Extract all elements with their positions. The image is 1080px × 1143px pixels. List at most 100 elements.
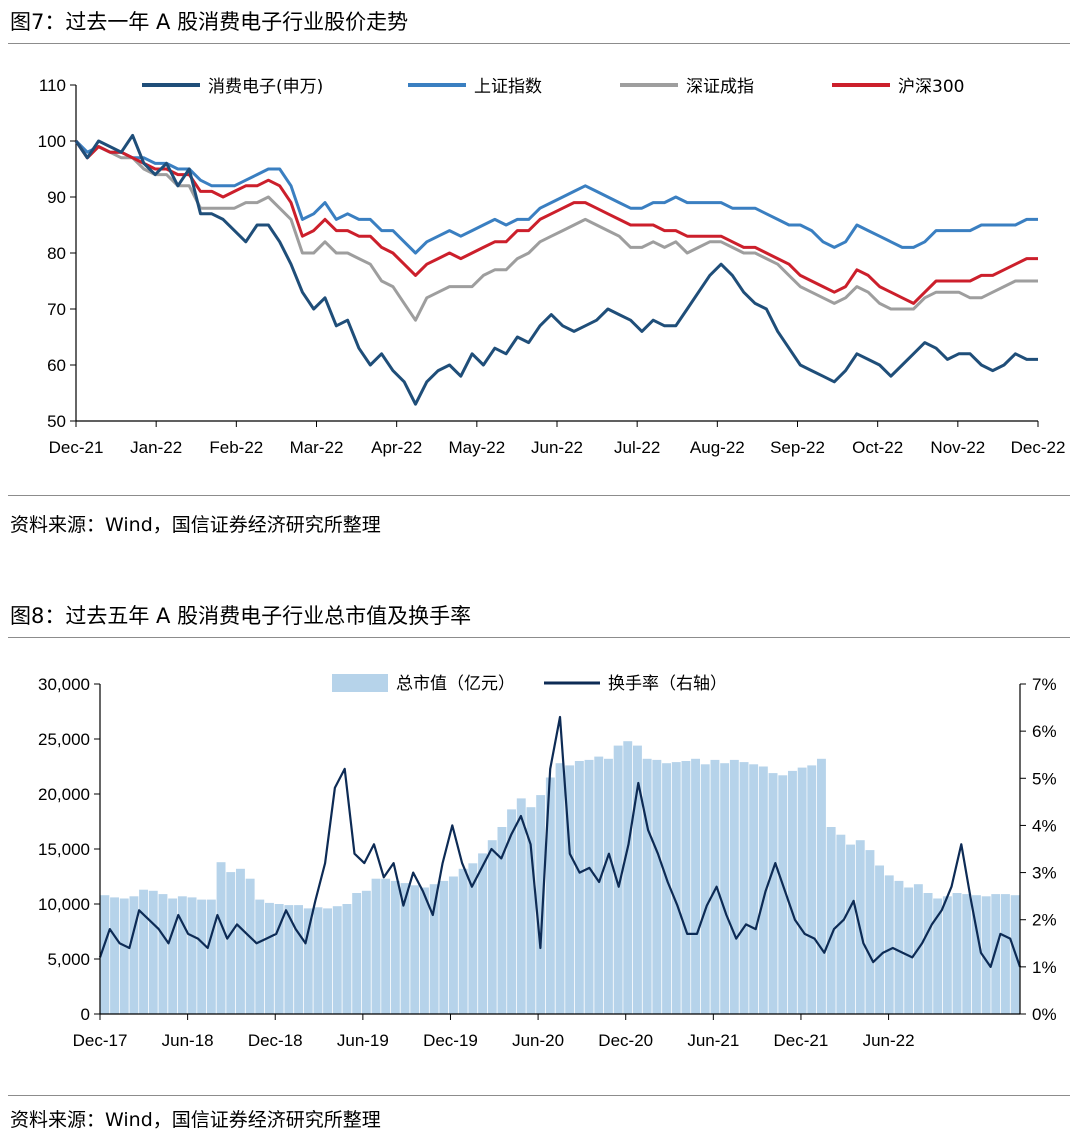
- y-tick-label: 90: [47, 188, 66, 207]
- market-cap-bar: [681, 761, 691, 1014]
- right-y-tick-label: 6%: [1032, 722, 1057, 741]
- y-tick-label: 110: [39, 76, 66, 95]
- left-y-tick-label: 30,000: [38, 675, 90, 694]
- market-cap-bar: [361, 890, 371, 1014]
- market-cap-bar: [894, 880, 904, 1014]
- market-cap-bar: [584, 759, 594, 1014]
- y-tick-label: 60: [47, 356, 66, 375]
- market-cap-bar: [110, 897, 119, 1014]
- market-cap-bar: [875, 865, 884, 1014]
- market-cap-bar: [294, 905, 303, 1014]
- market-cap-bar: [739, 762, 749, 1014]
- figure7-line-chart: 50 60 70 80 90 100 110 Dec-21 Jan-22 Feb-22 Mar-22…: [38, 76, 1066, 457]
- market-cap-bar: [942, 896, 952, 1014]
- x-tick-label: Sep-22: [770, 438, 825, 457]
- left-y-tick-label: 20,000: [38, 785, 90, 804]
- x-tick-label: Dec-18: [248, 1031, 303, 1050]
- x-tick-label: Jun-22: [531, 438, 583, 457]
- market-cap-bar: [206, 899, 216, 1014]
- market-cap-bar: [604, 758, 613, 1014]
- market-cap-bar: [1001, 894, 1010, 1014]
- figure7-source-rule: [8, 495, 1070, 496]
- market-cap-bar: [129, 896, 139, 1014]
- market-cap-bar: [245, 878, 255, 1014]
- market-cap-bar: [836, 834, 846, 1014]
- market-cap-bar: [710, 759, 720, 1014]
- x-tick-label: May-22: [448, 438, 505, 457]
- market-cap-bar: [633, 745, 642, 1014]
- y-tick-label: 70: [47, 300, 66, 319]
- series-line-1: [74, 139, 1038, 255]
- market-cap-bar: [458, 868, 468, 1014]
- figure8-title-rule: [8, 637, 1070, 638]
- market-cap-bar: [904, 887, 914, 1014]
- market-cap-bar: [497, 827, 507, 1014]
- market-cap-bar: [662, 763, 671, 1014]
- turnover-line: [98, 715, 1022, 969]
- x-tick-label: Dec-22: [1011, 438, 1066, 457]
- market-cap-bar: [749, 764, 759, 1014]
- x-tick-label: Dec-20: [598, 1031, 653, 1050]
- market-cap-bar: [429, 884, 439, 1014]
- market-cap-bar: [274, 904, 284, 1014]
- right-y-tick-label: 7%: [1032, 675, 1057, 694]
- market-cap-bar: [884, 875, 894, 1014]
- market-cap-bar: [468, 863, 478, 1014]
- market-cap-bar: [962, 894, 972, 1014]
- market-cap-bar: [642, 758, 652, 1014]
- market-cap-bar: [671, 762, 681, 1014]
- left-y-tick-label: 10,000: [38, 895, 90, 914]
- market-cap-bar: [119, 898, 129, 1014]
- market-cap-bar: [516, 798, 526, 1014]
- x-tick-label: Jun-18: [162, 1031, 214, 1050]
- market-cap-bar: [623, 741, 633, 1014]
- legend-label: 总市值（亿元）: [396, 674, 515, 694]
- left-y-tick-label: 15,000: [38, 840, 90, 859]
- figure8-source: 资料来源：Wind，国信证券经济研究所整理: [10, 1109, 381, 1131]
- market-cap-bar: [536, 795, 546, 1014]
- market-cap-bar: [952, 893, 962, 1014]
- x-tick-label: Jan-22: [130, 438, 182, 457]
- market-cap-bar: [381, 878, 391, 1014]
- x-tick-label: Nov-22: [930, 438, 985, 457]
- market-cap-bar: [545, 777, 555, 1014]
- x-tick-label: Dec-19: [423, 1031, 478, 1050]
- market-cap-bar: [478, 853, 487, 1014]
- market-cap-bar: [332, 906, 342, 1014]
- market-cap-bar: [303, 908, 313, 1014]
- right-y-tick-label: 2%: [1032, 911, 1057, 930]
- market-cap-bar: [507, 809, 516, 1014]
- market-cap-bar: [826, 827, 836, 1014]
- right-y-tick-label: 1%: [1032, 958, 1057, 977]
- x-tick-label: Jun-21: [687, 1031, 739, 1050]
- y-tick-label: 80: [47, 244, 66, 263]
- legend-swatch-bar: [332, 674, 388, 692]
- market-cap-bar: [265, 902, 274, 1014]
- x-tick-label: Dec-21: [774, 1031, 829, 1050]
- market-cap-bar: [187, 897, 197, 1014]
- market-cap-bar: [158, 894, 168, 1014]
- series-line-2: [74, 140, 1038, 322]
- market-cap-bar: [981, 896, 991, 1014]
- market-cap-bar: [565, 765, 575, 1014]
- market-cap-bar: [168, 898, 178, 1014]
- market-cap-bar: [323, 908, 332, 1014]
- figure7-title: 图7：过去一年 A 股消费电子行业股价走势: [10, 10, 409, 34]
- x-tick-label: Dec-21: [49, 438, 104, 457]
- market-cap-bar: [613, 745, 623, 1014]
- y-tick-label: 100: [38, 132, 66, 151]
- market-cap-bar: [526, 807, 536, 1014]
- legend-label: 消费电子(申万): [208, 77, 323, 97]
- market-cap-bar: [807, 765, 817, 1014]
- market-cap-bar: [100, 895, 110, 1014]
- market-cap-bar: [788, 770, 797, 1014]
- market-cap-bar: [972, 895, 981, 1014]
- left-y-tick-label: 5,000: [47, 950, 90, 969]
- right-y-tick-label: 0%: [1032, 1005, 1057, 1024]
- market-cap-bar: [410, 885, 420, 1014]
- market-cap-bar: [729, 759, 739, 1014]
- market-cap-bar: [439, 880, 449, 1014]
- market-cap-bar: [284, 905, 294, 1014]
- market-cap-bar: [923, 893, 933, 1014]
- left-y-tick-label: 0: [81, 1005, 90, 1024]
